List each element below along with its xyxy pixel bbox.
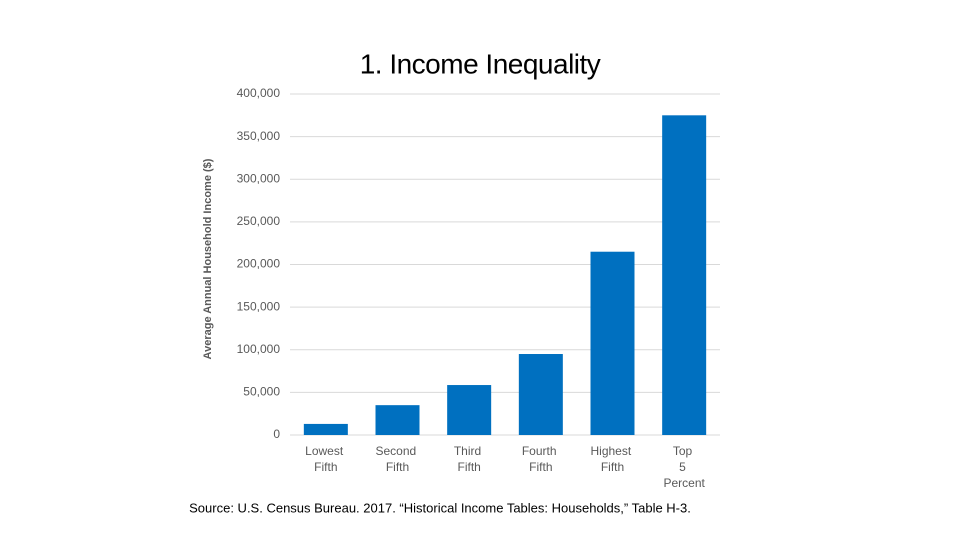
source-note: Source: U.S. Census Bureau. 2017. “Histo…	[189, 500, 691, 515]
y-tick-label: 150,000	[237, 299, 281, 313]
bar	[303, 423, 348, 435]
x-tick-label: Fourth Fifth	[522, 444, 560, 474]
y-tick-label: 250,000	[237, 214, 281, 228]
y-tick-label: 400,000	[237, 86, 281, 100]
y-tick-label: 0	[273, 427, 280, 441]
bar	[590, 251, 635, 435]
y-tick-label: 100,000	[237, 342, 281, 356]
x-tick-label: Lowest Fifth	[305, 444, 346, 474]
y-axis-label: Average Annual Household Income ($)	[202, 158, 214, 359]
y-tick-label: 300,000	[237, 171, 281, 185]
y-tick-label: 350,000	[237, 129, 281, 143]
bar	[375, 405, 420, 435]
y-tick-label: 200,000	[237, 257, 281, 271]
bar	[518, 354, 563, 435]
y-tick-label: 50,000	[243, 385, 280, 399]
bar	[447, 385, 492, 435]
chart-title: 1. Income Inequality	[360, 48, 601, 79]
bar	[662, 115, 707, 435]
x-tick-label: Second Fifth	[375, 444, 419, 474]
x-tick-label: Third Fifth	[454, 444, 485, 474]
x-tick-label: Top 5 Percent	[663, 444, 705, 490]
x-tick-label: Highest Fifth	[590, 444, 634, 474]
